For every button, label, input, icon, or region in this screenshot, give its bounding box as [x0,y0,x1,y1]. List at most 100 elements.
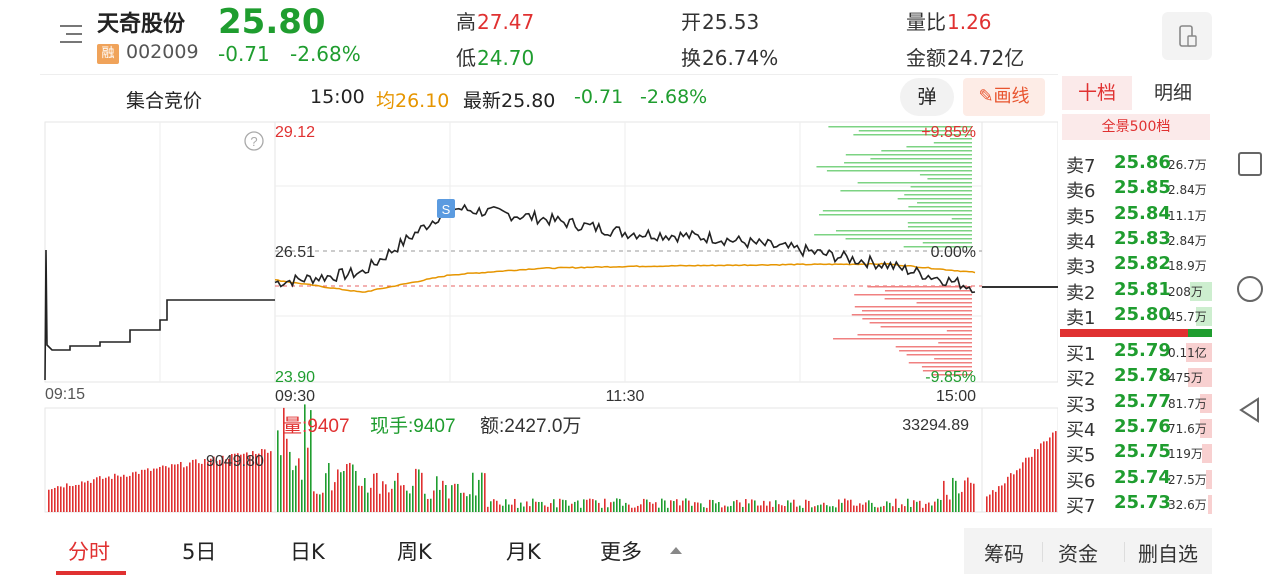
caret-up-icon[interactable] [668,544,684,556]
volume-bar [433,490,435,512]
volume-bar [376,472,378,512]
tab-intraday[interactable]: 分时 [68,540,110,564]
menu-icon[interactable] [58,22,84,46]
volume-bar [643,498,645,512]
draw-line-label: 画线 [993,86,1030,107]
ask-row[interactable]: 卖4 25.83 2.84万 [1066,228,1212,253]
stat-low-label: 低 [456,46,476,70]
ask-row[interactable]: 卖5 25.84 11.1万 [1066,203,1212,228]
volume-bar [346,464,348,512]
volume-bar [96,477,98,512]
signal-marker[interactable] [437,199,455,218]
depth-bar-bid [946,330,972,332]
volume-bar [574,501,576,512]
stat-turnover: 换26.74% [681,42,778,71]
volume-bar [874,506,876,512]
volume-bar [388,492,390,512]
bid-row[interactable]: 买6 25.74 27.5万 [1066,467,1212,492]
landscape-button[interactable] [1162,12,1212,60]
volume-bar [571,503,573,512]
ask-row[interactable]: 卖3 25.82 18.9万 [1066,253,1212,278]
bid-row[interactable]: 买1 25.79 0.11亿 [1066,340,1212,365]
volume-bar [304,404,306,512]
bid-label: 买2 [1066,369,1096,391]
subheader-row [40,74,1058,120]
depth-bar-bid [908,362,972,364]
tab-5day[interactable]: 5日 [182,540,217,564]
chips-button[interactable]: 筹码 [984,542,1024,566]
tab-detail[interactable]: 明细 [1153,82,1192,104]
volume-bar [625,502,627,512]
volume-bar [448,498,450,512]
recent-apps-icon[interactable] [1238,152,1262,176]
volume-bar [427,498,429,512]
volume-bar [757,505,759,512]
volume-bar [358,485,360,512]
volume-bar [805,499,807,512]
bid-price: 25.76 [1114,415,1171,437]
volume-bar [646,499,648,512]
price-mid-label: 26.51 [275,244,315,261]
volume-bar [700,503,702,512]
bid-row[interactable]: 买5 25.75 119万 [1066,441,1212,466]
volume-bar [111,478,113,512]
tab-weekly-k[interactable]: 周K [397,540,432,564]
volume-bar [1040,443,1042,512]
volume-bar [613,501,615,512]
intraday-chart[interactable]: S ? 29.12 26.51 23.90 +9.85% 0.00% -9.85… [40,120,1058,526]
depth-bar-ask [819,214,972,216]
vol-max-label: 33294.89 [902,417,969,434]
remove-watchlist-button[interactable]: 删自选 [1138,542,1198,566]
volume-bar [1025,457,1027,512]
volume-bar [919,500,921,512]
draw-line-button[interactable]: ✎画线 [963,78,1045,116]
volume-bar [910,506,912,512]
bid-row[interactable]: 买2 25.78 475万 [1066,365,1212,390]
back-icon[interactable] [1236,396,1264,424]
danmaku-button[interactable]: 弹 [900,78,954,116]
full-500-button[interactable]: 全景500档 [1062,114,1210,140]
depth-bar-bid [922,370,972,372]
volume-bar [811,507,813,512]
depth-bar-ask [927,178,972,180]
volume-bar [649,502,651,512]
volume-bar [610,502,612,512]
home-icon[interactable] [1237,276,1263,302]
bid-row[interactable]: 买7 25.73 32.6万 [1066,492,1212,517]
volume-bar [343,471,345,512]
volume-bar [289,451,291,512]
device-rotate-icon [1179,25,1197,47]
volume-bar [270,451,272,512]
ask-row[interactable]: 卖7 25.86 26.7万 [1066,152,1212,177]
volume-bar [736,499,738,512]
tab-ten-levels[interactable]: 十档 [1062,76,1132,110]
volume-bar [496,500,498,512]
volume-bar [108,476,110,512]
vol-info: 量:9407 [283,416,350,437]
volume-bar [577,500,579,512]
bid-row[interactable]: 买4 25.76 71.6万 [1066,416,1212,441]
tab-daily-k[interactable]: 日K [290,540,325,564]
bid-volume-bar [1200,393,1212,413]
bid-volume-bar [1206,469,1212,489]
volume-bar [619,498,621,512]
volume-bar [559,498,561,512]
volume-bar [607,507,609,512]
volume-bar [850,499,852,512]
ask-row[interactable]: 卖6 25.85 2.84万 [1066,177,1212,202]
volume-bar [283,407,285,512]
ask-row[interactable]: 卖1 25.80 45.7万 [1066,304,1212,329]
volume-bar [1028,457,1030,512]
volume-bar [868,500,870,512]
volume-bar [114,473,116,512]
bid-row[interactable]: 买3 25.77 81.7万 [1066,391,1212,416]
ask-row[interactable]: 卖2 25.81 208万 [1066,279,1212,304]
volume-bar [880,506,882,512]
tab-more[interactable]: 更多 [600,540,642,564]
depth-bar-ask [844,162,972,164]
volume-bar [337,469,339,512]
sub-change: -0.71 [574,86,624,108]
help-icon[interactable] [244,131,264,151]
tab-monthly-k[interactable]: 月K [506,540,541,564]
funds-button[interactable]: 资金 [1058,542,1098,566]
